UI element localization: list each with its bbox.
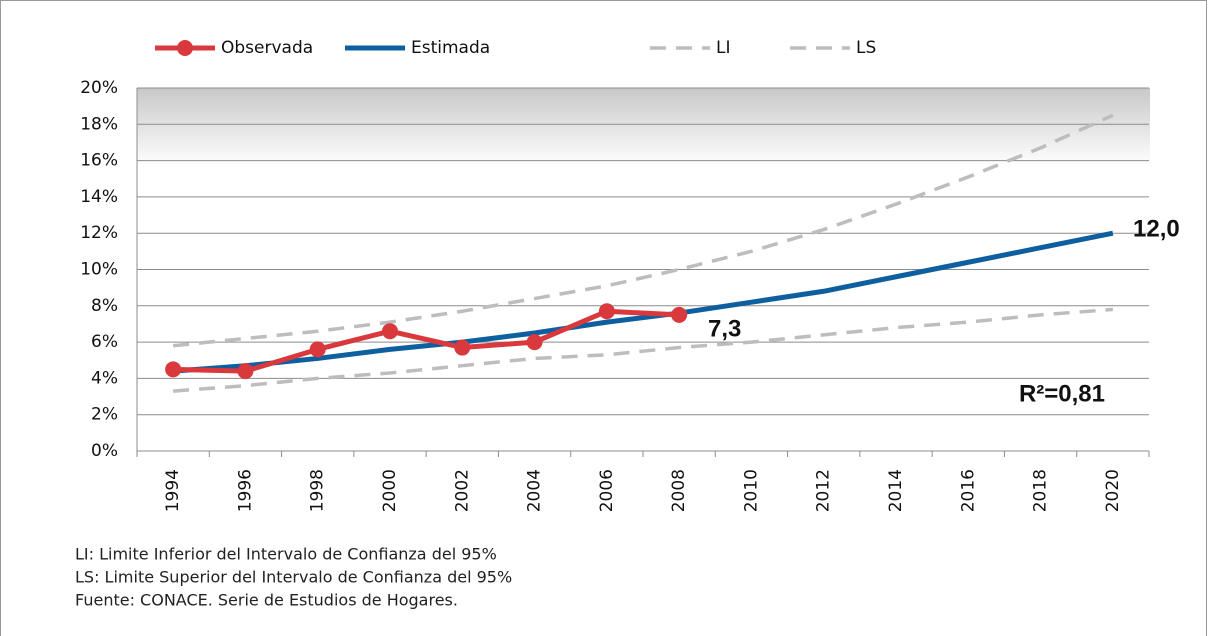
- legend-marker: [177, 40, 193, 56]
- legend-label: LS: [856, 38, 876, 58]
- y-tick-label: 12%: [80, 223, 118, 243]
- marker: [237, 363, 254, 380]
- note: LS: Limite Superior del Intervalo de Con…: [75, 568, 512, 587]
- x-tick-label: 2008: [669, 469, 689, 512]
- series-line: [172, 113, 1114, 348]
- marker: [382, 323, 398, 340]
- legend-label: Observada: [221, 38, 313, 58]
- y-tick-label: 16%: [80, 151, 118, 171]
- y-tick-label: 14%: [80, 187, 118, 207]
- plot-band: [137, 88, 1150, 166]
- marker: [671, 306, 688, 323]
- x-tick-label: 1996: [235, 469, 255, 512]
- y-tick-label: 0%: [91, 441, 118, 461]
- annotation: 7,3: [708, 315, 741, 342]
- x-tick-label: 2004: [525, 469, 545, 512]
- x-tick-label: 2002: [452, 469, 472, 512]
- x-tick-label: 2020: [1103, 469, 1123, 512]
- legend-label: LI: [716, 38, 731, 58]
- x-tick-label: 2012: [814, 469, 834, 512]
- marker: [526, 334, 543, 351]
- y-tick-label: 20%: [80, 78, 118, 98]
- annotation: 12,0: [1133, 215, 1180, 242]
- marker: [165, 361, 182, 378]
- series-line: [173, 307, 1113, 393]
- x-tick-label: 2006: [597, 469, 617, 512]
- legend-label: Estimada: [411, 38, 490, 58]
- marker: [598, 303, 615, 320]
- series-line: [172, 230, 1114, 374]
- x-tick-label: 2018: [1031, 469, 1051, 512]
- y-tick-label: 2%: [91, 405, 118, 425]
- note: LI: Limite Inferior del Intervalo de Con…: [75, 545, 497, 564]
- y-tick-label: 18%: [80, 114, 118, 134]
- annotation: R²=0,81: [1019, 380, 1105, 407]
- x-tick-label: 2014: [886, 469, 906, 512]
- x-tick-label: 1998: [308, 469, 328, 512]
- y-tick-label: 8%: [91, 296, 118, 316]
- y-tick-label: 6%: [91, 332, 118, 352]
- series-line: [173, 308, 680, 374]
- x-tick-label: 2000: [380, 469, 400, 512]
- y-tick-label: 4%: [91, 368, 118, 388]
- y-tick-label: 10%: [80, 260, 118, 280]
- x-tick-label: 2016: [958, 469, 978, 512]
- x-tick-label: 2010: [741, 469, 761, 512]
- note: Fuente: CONACE. Serie de Estudios de Hog…: [75, 591, 458, 610]
- marker: [309, 341, 326, 358]
- marker: [454, 339, 471, 356]
- x-tick-label: 1994: [163, 469, 183, 512]
